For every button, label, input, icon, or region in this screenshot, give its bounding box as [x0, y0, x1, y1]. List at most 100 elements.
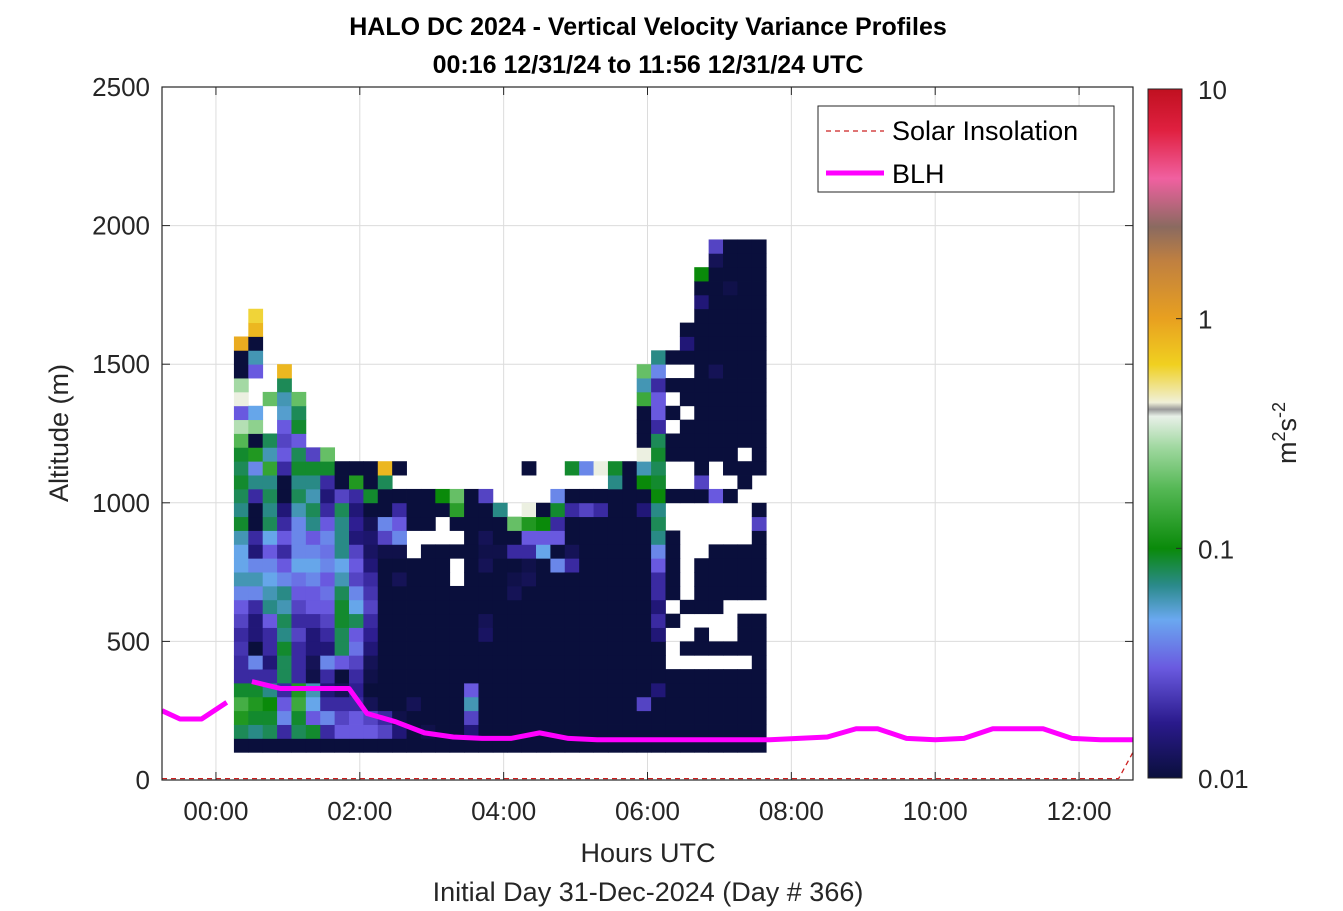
heatmap-cell — [320, 516, 336, 531]
heatmap-cell — [751, 239, 767, 254]
heatmap-cell — [507, 599, 523, 615]
heatmap-cell — [277, 724, 292, 739]
heatmap-cell — [248, 308, 264, 324]
heatmap-cell — [622, 585, 638, 601]
heatmap-cell — [291, 488, 307, 504]
heatmap-cell — [420, 655, 436, 670]
heatmap-cell — [420, 682, 436, 698]
heatmap-cell — [420, 613, 436, 628]
heatmap-cell — [492, 585, 508, 601]
heatmap-cell — [622, 682, 638, 698]
heatmap-cell — [694, 488, 710, 504]
heatmap-cell — [420, 516, 436, 531]
heatmap-cell — [694, 378, 710, 393]
heatmap-cell — [651, 682, 666, 698]
heatmap-cell — [277, 655, 292, 670]
heatmap-cell — [392, 530, 407, 545]
heatmap-cell — [550, 488, 566, 504]
heatmap-cell — [507, 655, 523, 670]
heatmap-cell — [377, 558, 393, 573]
x-tick-label: 12:00 — [1047, 796, 1112, 826]
heatmap-cell — [751, 696, 767, 712]
heatmap-cell — [334, 461, 350, 476]
heatmap-cell — [478, 710, 494, 725]
heatmap-cell — [478, 669, 494, 684]
heatmap-cell — [320, 641, 336, 656]
heatmap-cell — [449, 613, 465, 628]
heatmap-cell — [579, 696, 594, 712]
heatmap-cell — [593, 599, 609, 615]
axis-ticks: 00:00 02:00 04:00 06:00 08:00 10:00 12:00 0 500 1… — [92, 72, 1133, 826]
heatmap-cell — [708, 350, 724, 365]
heatmap-cell — [233, 447, 249, 462]
heatmap-cell — [233, 710, 249, 725]
heatmap-cell — [694, 724, 710, 739]
heatmap-cell — [392, 502, 407, 518]
heatmap-cell — [550, 669, 566, 684]
heatmap-cell — [435, 502, 451, 518]
heatmap-cell — [579, 516, 594, 531]
heatmap-cell — [651, 724, 666, 739]
heatmap-cell — [723, 447, 738, 462]
heatmap-cell — [420, 544, 436, 559]
heatmap-cell — [492, 544, 508, 559]
heatmap-cell — [262, 669, 278, 684]
heatmap-cell — [392, 585, 407, 601]
heatmap-cell — [636, 710, 652, 725]
heatmap-cell — [449, 488, 465, 504]
heatmap-cell — [579, 641, 594, 656]
heatmap-cell — [507, 641, 523, 656]
heatmap-cell — [349, 613, 364, 628]
heatmap-cell — [492, 724, 508, 739]
heatmap-cell — [233, 613, 249, 628]
heatmap-cell — [492, 627, 508, 642]
heatmap-cell — [277, 391, 292, 407]
heatmap-cell — [363, 530, 379, 545]
heatmap-cell — [248, 475, 264, 490]
heatmap-cell — [694, 682, 710, 698]
heatmap-cell — [751, 405, 767, 421]
heatmap-cell — [593, 696, 609, 712]
heatmap-cell — [320, 502, 336, 518]
heatmap-cell — [694, 433, 710, 448]
heatmap-cell — [320, 710, 336, 725]
heatmap-cell — [579, 461, 594, 476]
heatmap-cell — [636, 475, 652, 490]
heatmap-cell — [607, 461, 623, 476]
heatmap-cell — [291, 613, 307, 628]
heatmap-cell — [377, 655, 393, 670]
heatmap-cell — [607, 682, 623, 698]
heatmap-cell — [694, 696, 710, 712]
heatmap-cell — [334, 558, 350, 573]
heatmap-cell — [320, 572, 336, 587]
heatmap-cell — [564, 696, 580, 712]
heatmap-cell — [550, 710, 566, 725]
heatmap-cell — [406, 502, 422, 518]
heatmap-cell — [233, 419, 249, 434]
heatmap-cell — [363, 475, 379, 490]
colorbar-ticks: 0.01 0.1 1 10 — [1176, 75, 1249, 794]
heatmap-cell — [737, 419, 753, 434]
heatmap-cell — [435, 488, 451, 504]
heatmap-cell — [305, 572, 321, 587]
heatmap-cell — [392, 516, 407, 531]
heatmap-cell — [277, 669, 292, 684]
heatmap-cell — [305, 710, 321, 725]
heatmap-cell — [737, 405, 753, 421]
heatmap-cell — [248, 641, 264, 656]
heatmap-cell — [262, 724, 278, 739]
heatmap-cell — [708, 558, 724, 573]
heatmap-cell — [651, 516, 666, 531]
heatmap-cell — [406, 516, 422, 531]
heatmap-cell — [622, 627, 638, 642]
heatmap-cell — [305, 613, 321, 628]
heatmap-cell — [622, 572, 638, 587]
heatmap-cell — [349, 488, 364, 504]
heatmap-cell — [607, 544, 623, 559]
heatmap-cell — [636, 378, 652, 393]
heatmap-cell — [277, 447, 292, 462]
heatmap-cell — [248, 516, 264, 531]
heatmap-cell — [723, 544, 738, 559]
heatmap-cell — [233, 488, 249, 504]
